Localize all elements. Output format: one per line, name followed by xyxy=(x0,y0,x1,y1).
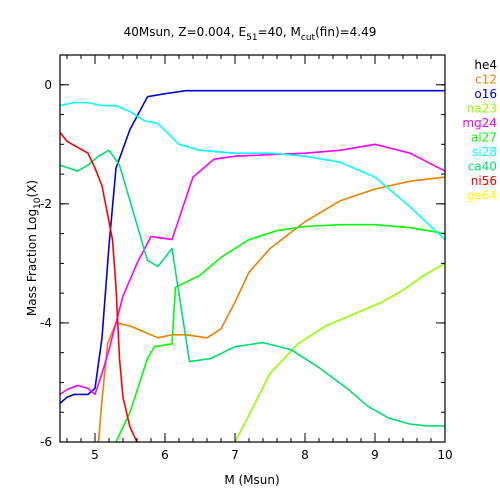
legend-entry-al27: al27 xyxy=(471,131,497,145)
series-line-mg24 xyxy=(60,143,445,396)
x-tick-label: 10 xyxy=(437,448,452,462)
x-tick-label: 8 xyxy=(301,448,309,462)
x-tick-label: 6 xyxy=(161,448,169,462)
tick-layer: 5 6 7 8 9 10 0 -2 -4 -6 xyxy=(40,54,453,462)
series-line-ni56 xyxy=(60,131,139,442)
y-tick-label: -6 xyxy=(40,435,52,449)
series-line-c12 xyxy=(97,176,445,442)
y-tick-label: -2 xyxy=(40,197,52,211)
series-layer xyxy=(60,89,445,442)
y-tick-label: -4 xyxy=(40,316,52,330)
legend-entry-ge64: ge64 xyxy=(467,189,497,203)
x-axis-title: M (Msun) xyxy=(224,473,279,487)
x-tick-label: 5 xyxy=(91,448,99,462)
legend-entry-c12: c12 xyxy=(475,73,497,87)
legend-entry-si28: si28 xyxy=(472,145,497,159)
legend-entry-mg24: mg24 xyxy=(462,116,497,130)
y-tick-label: 0 xyxy=(44,78,52,92)
chart-title: 40Msun, Z=0.004, E51=40, Mcut(fin)=4.49 xyxy=(124,25,377,43)
legend-entry-ca40: ca40 xyxy=(468,160,497,174)
legend-entry-he4: he4 xyxy=(474,58,497,72)
y-axis-title: Mass Fraction Log10(X) xyxy=(25,180,43,316)
x-tick-label: 9 xyxy=(371,448,379,462)
series-line-na23 xyxy=(234,262,445,442)
series-line-o16 xyxy=(60,89,445,404)
series-line-si28 xyxy=(60,101,445,241)
legend-entry-ni56: ni56 xyxy=(471,174,497,188)
x-tick-label: 7 xyxy=(231,448,239,462)
series-line-ca40 xyxy=(60,149,445,427)
legend-entry-o16: o16 xyxy=(474,87,497,101)
legend-entry-na23: na23 xyxy=(467,102,497,116)
series-line-al27 xyxy=(115,223,445,442)
plot-frame xyxy=(59,54,446,443)
